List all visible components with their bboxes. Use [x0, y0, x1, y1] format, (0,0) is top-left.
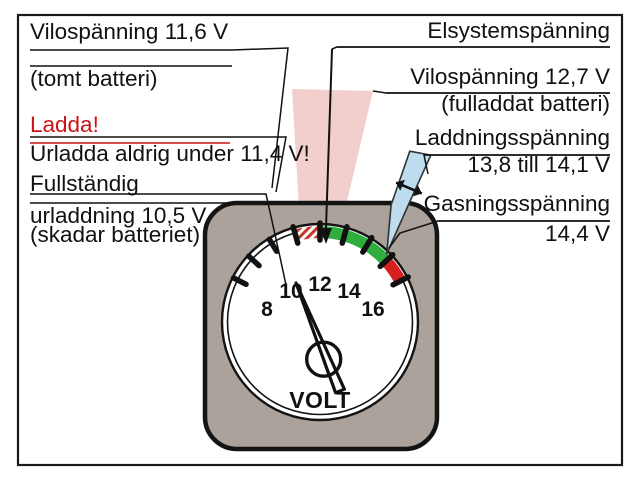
svg-text:Ladda!: Ladda! — [30, 112, 99, 137]
svg-text:14: 14 — [337, 280, 361, 303]
svg-text:VOLT: VOLT — [289, 387, 351, 413]
svg-text:(tomt batteri): (tomt batteri) — [30, 66, 158, 91]
svg-text:14,4 V: 14,4 V — [545, 221, 610, 246]
svg-text:8: 8 — [261, 298, 273, 321]
svg-text:16: 16 — [361, 298, 384, 321]
svg-text:13,8 till 14,1 V: 13,8 till 14,1 V — [467, 152, 610, 177]
svg-text:Urladda aldrig under 11,4 V!: Urladda aldrig under 11,4 V! — [30, 141, 310, 166]
svg-text:(fulladdat batteri): (fulladdat batteri) — [441, 91, 610, 116]
svg-text:12: 12 — [308, 273, 331, 296]
svg-text:Vilospänning 11,6 V: Vilospänning 11,6 V — [30, 19, 228, 44]
svg-text:Vilospänning 12,7 V: Vilospänning 12,7 V — [410, 64, 610, 89]
svg-text:Gasningsspänning: Gasningsspänning — [424, 191, 610, 216]
svg-text:Elsystemspänning: Elsystemspänning — [427, 18, 610, 43]
svg-text:(skadar batteriet): (skadar batteriet) — [30, 222, 200, 247]
svg-text:Fullständig: Fullständig — [30, 171, 139, 196]
svg-text:Laddningsspänning: Laddningsspänning — [415, 125, 610, 150]
